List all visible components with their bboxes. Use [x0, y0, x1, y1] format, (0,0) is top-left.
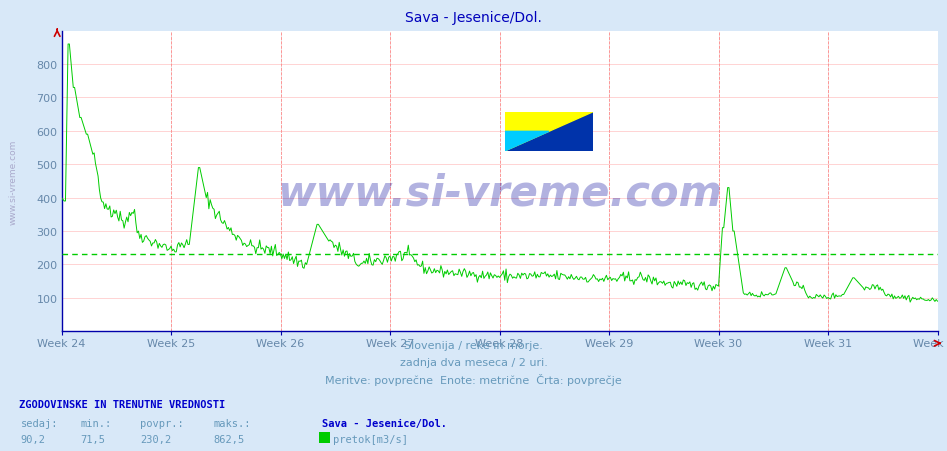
- Text: 230,2: 230,2: [140, 434, 171, 444]
- Text: 90,2: 90,2: [21, 434, 45, 444]
- Polygon shape: [505, 132, 593, 152]
- Polygon shape: [505, 113, 593, 152]
- Polygon shape: [505, 132, 593, 152]
- Polygon shape: [505, 113, 593, 152]
- Text: ZGODOVINSKE IN TRENUTNE VREDNOSTI: ZGODOVINSKE IN TRENUTNE VREDNOSTI: [19, 399, 225, 409]
- Text: maks.:: maks.:: [213, 418, 251, 428]
- Text: zadnja dva meseca / 2 uri.: zadnja dva meseca / 2 uri.: [400, 357, 547, 367]
- Text: min.:: min.:: [80, 418, 112, 428]
- Text: sedaj:: sedaj:: [21, 418, 59, 428]
- Text: Meritve: povprečne  Enote: metrične  Črta: povprečje: Meritve: povprečne Enote: metrične Črta:…: [325, 373, 622, 385]
- Text: 862,5: 862,5: [213, 434, 244, 444]
- Text: Sava - Jesenice/Dol.: Sava - Jesenice/Dol.: [322, 418, 447, 428]
- Polygon shape: [505, 132, 549, 152]
- Text: Sava - Jesenice/Dol.: Sava - Jesenice/Dol.: [405, 11, 542, 25]
- Text: www.si-vreme.com: www.si-vreme.com: [9, 139, 18, 224]
- Polygon shape: [505, 113, 593, 132]
- Text: Slovenija / reke in morje.: Slovenija / reke in morje.: [404, 341, 543, 350]
- Text: povpr.:: povpr.:: [140, 418, 184, 428]
- Text: 71,5: 71,5: [80, 434, 105, 444]
- Polygon shape: [505, 113, 593, 132]
- Polygon shape: [505, 132, 549, 152]
- Polygon shape: [505, 113, 593, 132]
- Text: pretok[m3/s]: pretok[m3/s]: [333, 434, 408, 444]
- Text: www.si-vreme.com: www.si-vreme.com: [277, 173, 722, 215]
